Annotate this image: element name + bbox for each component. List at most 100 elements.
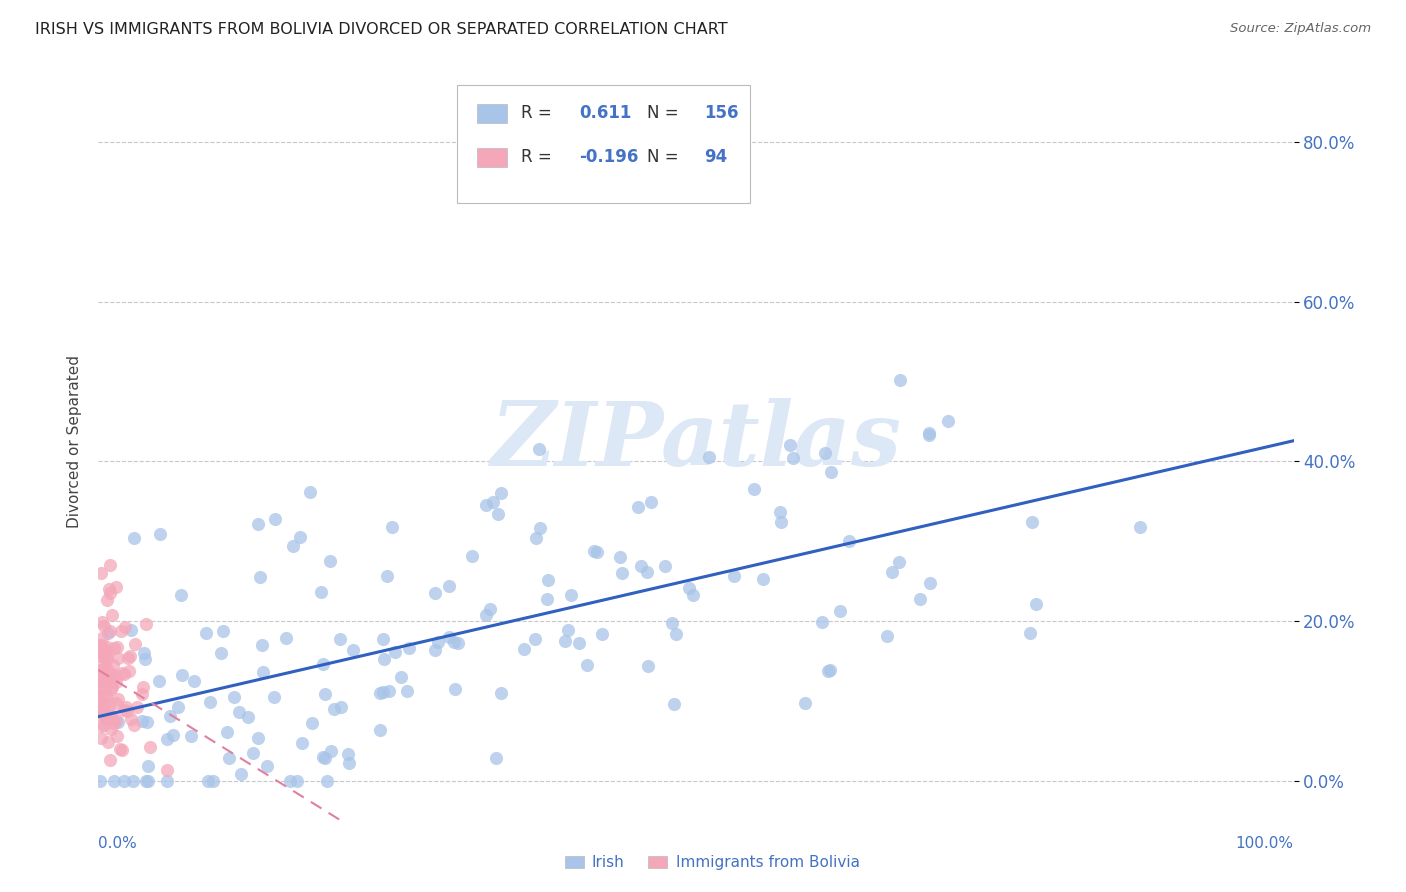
- Point: [489, 485, 512, 500]
- Point: [654, 559, 676, 574]
- Point: [94, 643, 117, 657]
- Point: [443, 635, 465, 649]
- Point: [89, 566, 111, 581]
- Point: [368, 686, 391, 700]
- Point: [105, 674, 128, 689]
- Point: [557, 623, 579, 637]
- Point: [591, 627, 613, 641]
- Point: [131, 688, 153, 702]
- Point: [96, 689, 118, 703]
- Point: [93, 664, 115, 678]
- Point: [889, 373, 911, 387]
- Point: [278, 773, 301, 788]
- Point: [1129, 519, 1152, 533]
- Point: [114, 620, 136, 634]
- Point: [475, 498, 498, 512]
- Point: [132, 680, 155, 694]
- Point: [224, 690, 246, 704]
- Point: [312, 657, 335, 672]
- Point: [202, 773, 225, 788]
- Point: [918, 428, 941, 442]
- Point: [97, 645, 120, 659]
- Point: [554, 633, 576, 648]
- Point: [156, 763, 179, 777]
- Point: [586, 545, 609, 559]
- Point: [87, 690, 110, 704]
- Text: 0.611: 0.611: [579, 104, 631, 122]
- Point: [166, 699, 188, 714]
- Point: [524, 531, 547, 545]
- Point: [482, 494, 505, 508]
- Point: [820, 465, 842, 479]
- Point: [131, 714, 153, 728]
- Point: [228, 705, 250, 719]
- Point: [197, 773, 219, 788]
- Point: [100, 712, 122, 726]
- Point: [779, 438, 801, 452]
- Point: [134, 652, 156, 666]
- Point: [342, 643, 364, 657]
- Point: [135, 773, 157, 788]
- Point: [682, 588, 704, 602]
- Point: [118, 664, 141, 678]
- Point: [110, 624, 132, 639]
- Point: [425, 642, 447, 657]
- Point: [723, 569, 745, 583]
- Point: [100, 681, 122, 696]
- Point: [281, 539, 304, 553]
- Point: [111, 743, 134, 757]
- Point: [112, 667, 135, 681]
- Point: [115, 699, 138, 714]
- Point: [285, 773, 308, 788]
- Point: [918, 426, 941, 441]
- Y-axis label: Divorced or Separated: Divorced or Separated: [66, 355, 82, 528]
- Text: Source: ZipAtlas.com: Source: ZipAtlas.com: [1230, 22, 1371, 36]
- Point: [640, 495, 662, 509]
- Bar: [648, 856, 668, 869]
- Point: [96, 652, 118, 666]
- Point: [159, 709, 181, 723]
- Point: [97, 582, 120, 596]
- Point: [124, 636, 146, 650]
- Point: [391, 670, 413, 684]
- Point: [247, 731, 270, 746]
- FancyBboxPatch shape: [457, 85, 749, 202]
- Point: [107, 714, 129, 729]
- Point: [395, 683, 418, 698]
- Point: [1025, 597, 1047, 611]
- Point: [560, 588, 582, 602]
- Point: [156, 773, 179, 788]
- Point: [209, 646, 232, 660]
- Point: [90, 615, 112, 630]
- Point: [112, 703, 135, 717]
- Point: [87, 690, 110, 704]
- Point: [97, 734, 120, 748]
- Point: [447, 636, 470, 650]
- Text: N =: N =: [647, 148, 679, 166]
- Point: [337, 756, 360, 771]
- Point: [575, 657, 598, 672]
- Point: [513, 641, 536, 656]
- Point: [238, 710, 260, 724]
- Point: [101, 607, 124, 622]
- Point: [103, 716, 125, 731]
- Point: [198, 695, 221, 709]
- Point: [90, 638, 112, 652]
- Text: ZIPatlas: ZIPatlas: [491, 399, 901, 484]
- Point: [101, 667, 124, 681]
- Point: [87, 697, 110, 711]
- Point: [96, 640, 118, 654]
- Point: [100, 708, 122, 723]
- Point: [769, 515, 792, 529]
- Point: [139, 740, 162, 755]
- Point: [439, 579, 461, 593]
- Point: [329, 700, 352, 714]
- Point: [662, 698, 685, 712]
- Text: 0.0%: 0.0%: [98, 836, 138, 851]
- Point: [136, 773, 159, 788]
- Point: [98, 586, 121, 600]
- Point: [309, 585, 332, 599]
- Point: [794, 697, 817, 711]
- Point: [100, 722, 122, 736]
- Point: [322, 702, 344, 716]
